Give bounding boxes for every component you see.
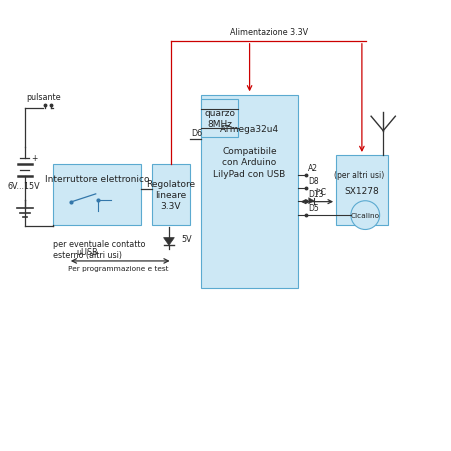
Text: pulsante: pulsante: [26, 93, 60, 102]
Text: quarzo
8MHz: quarzo 8MHz: [204, 109, 235, 129]
Text: per eventuale contatto
esterno (altri usi): per eventuale contatto esterno (altri us…: [53, 240, 145, 259]
Bar: [201, 96, 297, 288]
Bar: [201, 100, 238, 138]
Text: Interruttore elettronico: Interruttore elettronico: [45, 175, 149, 184]
Polygon shape: [308, 198, 313, 204]
Text: (per altri usi): (per altri usi): [333, 171, 383, 180]
Text: ATmega32u4

Compatibile
con Arduino
LilyPad con USB: ATmega32u4 Compatibile con Arduino LilyP…: [213, 125, 285, 178]
Text: Cicalino: Cicalino: [350, 212, 379, 219]
Text: A2: A2: [307, 163, 317, 172]
Text: +: +: [31, 153, 37, 162]
Text: D6: D6: [191, 129, 202, 138]
Text: D13: D13: [307, 189, 322, 198]
Text: 5V: 5V: [181, 234, 192, 243]
Bar: [53, 165, 140, 226]
Text: Per programmazione e test: Per programmazione e test: [68, 266, 168, 272]
Text: Alimentazione 3.3V: Alimentazione 3.3V: [229, 28, 307, 37]
Text: uUSB: uUSB: [77, 248, 98, 257]
Text: 6V...15V: 6V...15V: [7, 182, 40, 190]
Text: I²C: I²C: [315, 187, 326, 196]
Circle shape: [350, 201, 379, 230]
Text: D5: D5: [307, 203, 318, 212]
Text: Regolatore
lineare
3.3V: Regolatore lineare 3.3V: [146, 179, 195, 211]
Text: SX1278: SX1278: [344, 186, 378, 195]
Text: D8: D8: [307, 176, 318, 185]
Polygon shape: [163, 238, 174, 246]
Bar: [152, 165, 189, 226]
Bar: [335, 156, 387, 226]
